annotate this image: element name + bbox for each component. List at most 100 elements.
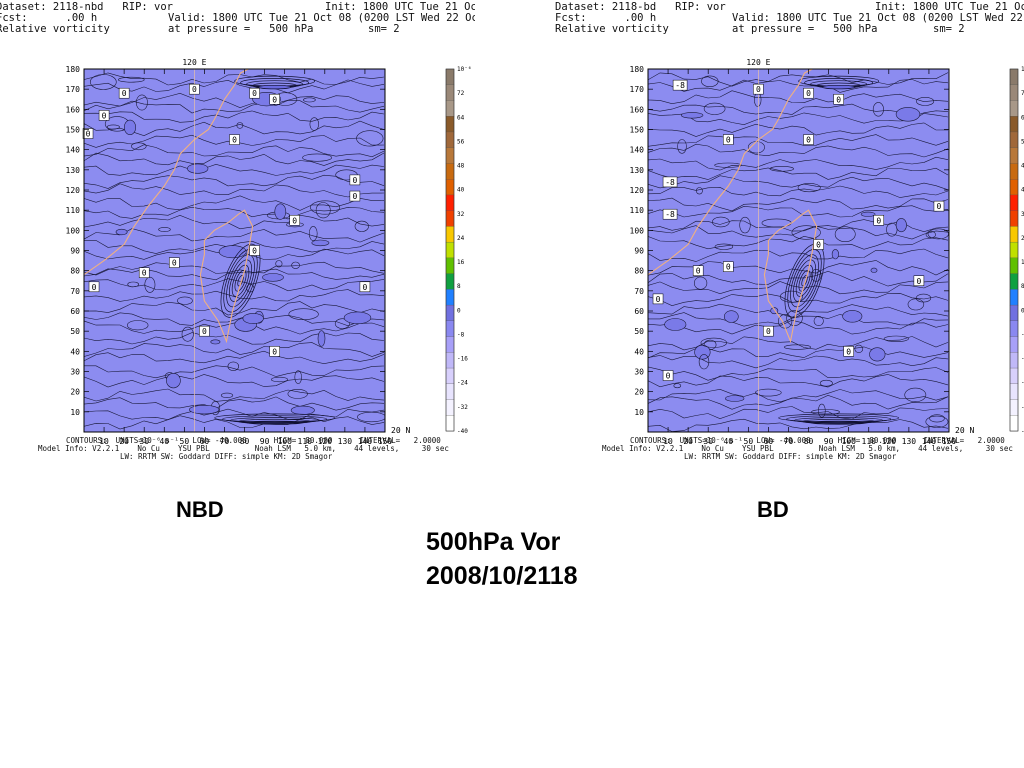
svg-text:0: 0	[272, 347, 277, 356]
y-tick-label: 50	[70, 327, 80, 336]
caption-nbd: NBD	[176, 497, 224, 522]
coastline	[763, 209, 818, 344]
colorbar-swatch	[445, 383, 455, 400]
contour-value-label: 0	[88, 281, 100, 293]
contour-line	[84, 301, 385, 316]
y-tick-label: 50	[634, 327, 644, 336]
contour-cell	[236, 122, 244, 129]
contour-line	[84, 396, 385, 411]
svg-text:-8: -8	[665, 178, 675, 187]
svg-text:0: 0	[937, 202, 942, 211]
contour-cell	[925, 415, 949, 428]
x-tick-label: 80	[804, 437, 814, 446]
colorbar-swatch	[1009, 304, 1019, 322]
colorbar-swatch	[1009, 147, 1019, 164]
contour-cell	[860, 211, 876, 217]
vortex-contour	[237, 275, 244, 287]
colorbar-swatch	[1009, 241, 1019, 259]
contour-cell	[343, 311, 372, 324]
x-tick-label: 30	[139, 437, 149, 446]
svg-text:0: 0	[192, 85, 197, 94]
contour-line	[84, 320, 385, 335]
contour-cell	[187, 163, 209, 174]
contour-line	[84, 350, 385, 365]
contour-cell	[210, 339, 221, 345]
y-tick-label: 100	[66, 226, 81, 235]
vortex-contour	[228, 259, 253, 302]
contour-cell	[895, 218, 907, 233]
y-tick-label: 100	[630, 226, 645, 235]
contour-cell	[925, 231, 936, 239]
contour-line	[648, 270, 949, 287]
contour-cell	[929, 414, 945, 423]
contour-cell	[915, 293, 932, 303]
y-tick-label: 10	[70, 408, 80, 417]
vorticity-map: -8 0 000 0-8-800000000001020304050607080901…	[630, 58, 1024, 446]
colorbar-swatch	[445, 352, 455, 369]
forecast-label: Fcst: .00 h	[555, 12, 657, 24]
y-tick-label: 20	[634, 388, 644, 397]
contour-value-label: 0	[249, 245, 260, 256]
jet-contour	[802, 418, 875, 425]
colorbar-swatch	[445, 241, 455, 259]
colorbar-swatch	[445, 100, 455, 117]
contour-cell	[714, 243, 734, 250]
contour-cell	[784, 344, 812, 350]
field-label: Relative vorticity	[555, 23, 669, 35]
contour-cell	[302, 153, 333, 162]
y-tick-label: 70	[70, 287, 80, 296]
y-tick-label: 180	[66, 65, 81, 74]
contour-cell	[354, 220, 369, 232]
y-tick-label: 80	[70, 267, 80, 276]
svg-text:0: 0	[836, 95, 841, 104]
svg-text:-8: -8	[665, 210, 675, 219]
x-tick-label: 60	[200, 437, 210, 446]
coastline	[647, 68, 813, 276]
contour-line	[648, 134, 949, 147]
colorbar-swatch	[445, 68, 455, 86]
contour-cell	[315, 202, 331, 219]
colorbar-swatch	[1009, 273, 1019, 290]
contour-line	[648, 143, 949, 158]
contour-cell	[831, 249, 840, 260]
colorbar-swatch	[445, 210, 455, 227]
coastline	[199, 209, 254, 344]
contour-cell	[275, 260, 283, 268]
contours-info: CONTOURS: UNITS=10⁻⁶ s⁻¹ LOW= -40.000 HI…	[66, 436, 441, 445]
colorbar-swatch	[445, 179, 455, 196]
x-tick-label: 90	[824, 437, 834, 446]
contour-cell	[870, 267, 878, 273]
jet-contour	[214, 413, 335, 423]
x-tick-label: 110	[298, 437, 313, 446]
contour-cell	[218, 245, 247, 259]
x-tick-label: 120	[882, 437, 897, 446]
contour-line	[648, 90, 949, 105]
colorbar-swatch	[1009, 163, 1019, 180]
colorbar-swatch	[1009, 116, 1019, 133]
contour-value-label: 0	[349, 190, 361, 202]
y-tick-label: 120	[630, 186, 645, 195]
colorbar-label: 32	[1021, 211, 1024, 218]
contour-cell	[786, 310, 803, 326]
contour-value-label: 0	[753, 83, 764, 95]
contour-cell	[883, 335, 909, 342]
contour-value-label: 0	[763, 325, 774, 337]
x-tick-label: 20	[683, 437, 693, 446]
colorbar-label: 16	[457, 259, 465, 266]
contour-cell	[791, 225, 821, 240]
side-latitude-label: 20 N	[955, 426, 974, 435]
contour-cell	[755, 388, 782, 397]
contour-line	[648, 175, 949, 191]
colorbar-label: 48	[1021, 163, 1024, 170]
colorbar-label: 56	[457, 138, 465, 145]
init-label: Init: 1800 UTC Tue 21 Oct	[875, 1, 1024, 13]
contour-line	[84, 183, 385, 198]
colorbar-swatch	[445, 367, 455, 385]
colorbar-label: -24	[457, 380, 468, 387]
contour-cell	[317, 330, 326, 347]
colorbar-swatch	[445, 273, 455, 290]
svg-text:0: 0	[252, 89, 257, 98]
caption-bd: BD	[757, 497, 789, 522]
colorbar-label: 0	[457, 307, 461, 314]
y-tick-label: 70	[634, 287, 644, 296]
